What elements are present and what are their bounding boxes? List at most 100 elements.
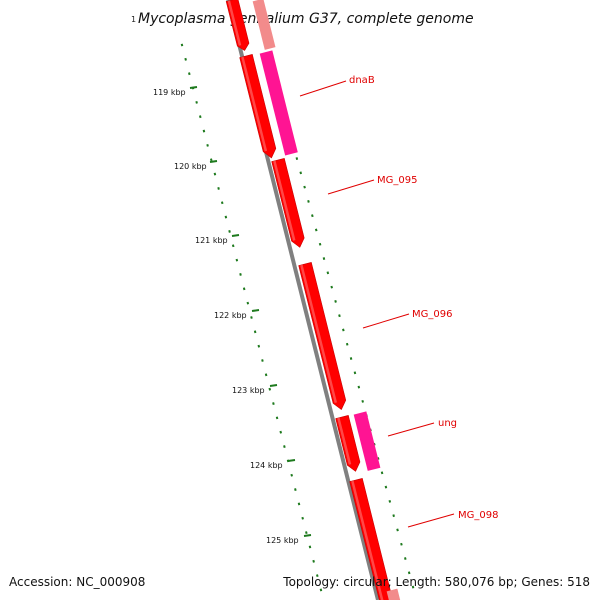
ruler-tick [297,502,301,506]
ruler-tick [345,342,349,346]
ruler-tick [319,588,323,592]
ruler-tick [295,157,299,160]
leader-line-dnaB [299,80,347,97]
ruler-tick [217,187,220,190]
ruler-tick [396,528,399,532]
tick-label-124: 124 kbp [250,461,283,470]
ruler-tick [301,516,304,520]
ruler-tick [404,557,407,560]
ruler-tick [308,545,312,549]
ruler-tick [299,171,303,175]
ruler-tick [235,258,239,262]
ruler-tick [220,201,224,205]
ruler-tick [342,328,345,332]
ruler-tick [322,257,326,260]
leader-line-MG_096 [362,313,410,329]
ruler-tick [407,571,411,575]
gene-ung-inner-highlight [337,417,352,465]
ruler-tick [311,214,314,218]
ruler-tick [314,228,318,232]
ruler-tick [264,373,268,377]
ruler-tick [353,371,357,375]
tick-label-121: 121 kbp [195,236,228,245]
gene-MG_098 [349,478,394,600]
gene-dnaB-inner-highlight [241,56,268,152]
ruler-tick [326,271,330,275]
gene-label-MG_096[interactable]: MG_096 [412,309,452,320]
gene-ung-inner [335,415,361,472]
ruler-tick [275,416,279,420]
gene-faded-bottom [386,588,401,600]
leader-line-ung [387,422,435,437]
ruler-tick [283,445,286,448]
ruler-tick [224,215,228,219]
ruler-tick [253,330,257,334]
major-tick [189,86,198,89]
tick-label-125: 125 kbp [266,536,299,545]
gene-partial-top-highlight [227,0,242,46]
ruler-tick [184,57,187,61]
ruler-tick [316,574,319,578]
gene-label-ung[interactable]: ung [438,418,457,429]
start-position-marker: 1 [131,15,136,24]
gene-MG_098-highlight [351,480,384,600]
ruler-tick [213,172,217,176]
ruler-tick [400,542,403,546]
major-tick [287,459,296,462]
ruler-tick [239,273,242,276]
ruler-tick [195,100,198,104]
tick-label-123: 123 kbp [232,386,265,395]
ruler-tick [246,301,250,305]
ruler-tick [272,402,275,405]
gene-MG_096 [298,262,347,410]
feature-track [225,0,401,600]
major-tick [209,160,218,163]
ruler-tick [392,514,395,518]
gene-label-MG_098[interactable]: MG_098 [458,510,498,521]
genome-summary-text: Topology: circular; Length: 580,076 bp; … [282,575,590,589]
leader-line-MG_098 [407,513,455,528]
ruler-tick [279,430,282,434]
accession-text: Accession: NC_000908 [9,575,145,589]
ruler-tick [250,316,253,319]
ruler-tick [231,244,235,248]
gene-MG_095 [271,158,305,248]
genome-title: Mycoplasma genitalium G37, complete geno… [138,11,474,27]
gene-label-dnaB[interactable]: dnaB [349,75,375,86]
ruler-tick [330,285,333,289]
ruler-tick [388,499,392,503]
ruler-tick [209,158,213,162]
ruler-tick [257,344,261,348]
ruler-tick [180,43,184,47]
ruler-tick [294,488,297,491]
ruler-tick [312,559,315,563]
ruler-tick [384,485,388,489]
major-tick [231,234,240,237]
ruler-tick [318,242,322,246]
leader-line-MG_095 [327,179,375,195]
inner-tick-ruler [180,43,323,592]
ruler-tick [334,299,337,303]
tick-label-120: 120 kbp [174,162,207,171]
ruler-tick [199,115,202,119]
gene-faded-top [252,0,276,50]
ruler-tick [228,230,231,233]
major-tick [251,309,260,312]
ruler-tick [242,287,246,291]
ruler-tick [261,359,264,362]
gene-partial-top [225,0,250,51]
gene-label-MG_095[interactable]: MG_095 [377,175,417,186]
ruler-tick [357,385,361,389]
ruler-tick [307,199,310,203]
ruler-tick [361,399,364,403]
ruler-tick [376,457,380,460]
major-tick [303,534,312,537]
gene-dnaB-inner [239,54,277,159]
ruler-tick [268,387,272,391]
ruler-tick [305,531,308,535]
ruler-tick [380,471,384,475]
tick-label-122: 122 kbp [214,311,247,320]
gene-MG_096-highlight [300,264,338,403]
ruler-tick [349,357,353,360]
